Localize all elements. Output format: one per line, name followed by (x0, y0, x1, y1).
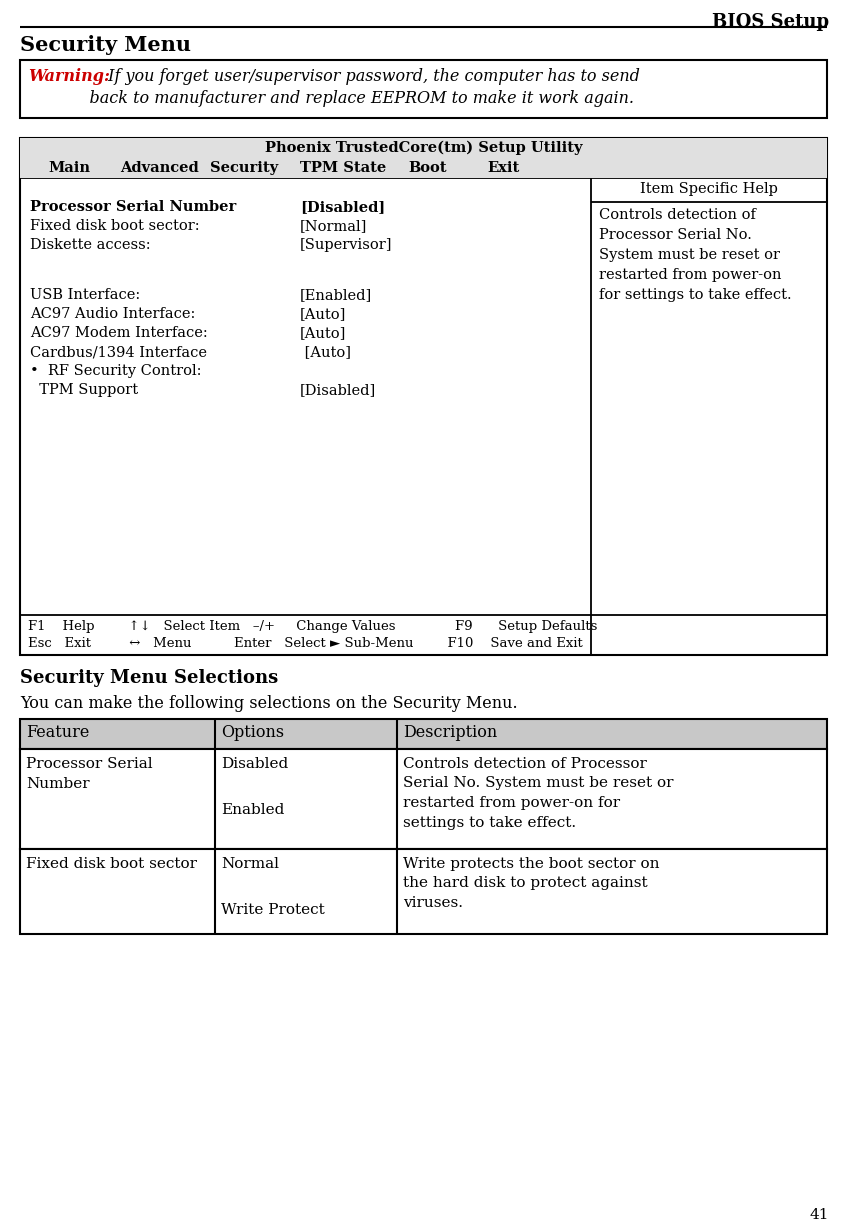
Text: [Disabled]: [Disabled] (300, 383, 376, 397)
Text: AC97 Modem Interface:: AC97 Modem Interface: (30, 325, 208, 340)
Text: Controls detection of Processor
Serial No. System must be reset or
restarted fro: Controls detection of Processor Serial N… (403, 757, 673, 829)
Text: Phoenix TrustedCore(tm) Setup Utility: Phoenix TrustedCore(tm) Setup Utility (265, 141, 582, 155)
Bar (20, 748, 827, 848)
Text: Main: Main (48, 161, 90, 176)
Bar (20, 848, 827, 934)
Text: F1    Help        ↑↓   Select Item   –/+     Change Values              F9      : F1 Help ↑↓ Select Item –/+ Change Values… (28, 620, 597, 633)
Text: Write protects the boot sector on
the hard disk to protect against
viruses.: Write protects the boot sector on the ha… (403, 857, 660, 911)
Text: [Auto]: [Auto] (300, 345, 351, 360)
Text: back to manufacturer and replace EEPROM to make it work again.: back to manufacturer and replace EEPROM … (28, 90, 634, 107)
Text: [Supervisor]: [Supervisor] (300, 238, 392, 252)
Text: [Auto]: [Auto] (300, 307, 346, 321)
Bar (20, 60, 827, 118)
Text: Normal

Write Protect: Normal Write Protect (221, 857, 324, 917)
Text: Feature: Feature (26, 724, 90, 741)
Text: 41: 41 (810, 1208, 829, 1219)
Text: Warning:: Warning: (28, 68, 110, 85)
Text: AC97 Audio Interface:: AC97 Audio Interface: (30, 307, 196, 321)
Text: Fixed disk boot sector: Fixed disk boot sector (26, 857, 197, 872)
Text: Controls detection of
Processor Serial No.
System must be reset or
restarted fro: Controls detection of Processor Serial N… (599, 208, 792, 302)
Text: USB Interface:: USB Interface: (30, 288, 141, 302)
Text: BIOS Setup: BIOS Setup (711, 13, 829, 30)
Text: Boot: Boot (408, 161, 446, 176)
Text: [Disabled]: [Disabled] (300, 200, 385, 215)
Text: [Normal]: [Normal] (300, 219, 368, 233)
Bar (20, 719, 827, 748)
Text: Cardbus/1394 Interface: Cardbus/1394 Interface (30, 345, 207, 360)
Text: •  RF Security Control:: • RF Security Control: (30, 364, 202, 378)
Text: Item Specific Help: Item Specific Help (640, 182, 778, 196)
Text: Processor Serial
Number: Processor Serial Number (26, 757, 152, 790)
Text: Processor Serial Number: Processor Serial Number (30, 200, 236, 215)
Text: Options: Options (221, 724, 284, 741)
Text: Esc   Exit         ↔   Menu          Enter   Select ► Sub-Menu        F10    Sav: Esc Exit ↔ Menu Enter Select ► Sub-Menu … (28, 638, 583, 650)
Text: Diskette access:: Diskette access: (30, 238, 151, 252)
Text: [Auto]: [Auto] (300, 325, 346, 340)
Text: Exit: Exit (487, 161, 519, 176)
Text: Security Menu Selections: Security Menu Selections (20, 669, 279, 688)
Text: You can make the following selections on the Security Menu.: You can make the following selections on… (20, 695, 518, 712)
Text: Description: Description (403, 724, 497, 741)
Text: Advanced: Advanced (120, 161, 199, 176)
Bar (20, 138, 827, 655)
Text: TPM Support: TPM Support (30, 383, 138, 397)
Text: Fixed disk boot sector:: Fixed disk boot sector: (30, 219, 200, 233)
Text: Security Menu: Security Menu (20, 35, 191, 55)
Text: Disabled

Enabled: Disabled Enabled (221, 757, 288, 817)
Text: [Enabled]: [Enabled] (300, 288, 372, 302)
Text: If you forget user/supervisor password, the computer has to send: If you forget user/supervisor password, … (103, 68, 639, 85)
Bar (20, 158, 827, 178)
Text: Security: Security (210, 161, 278, 176)
Text: TPM State: TPM State (300, 161, 386, 176)
Bar (20, 138, 827, 158)
